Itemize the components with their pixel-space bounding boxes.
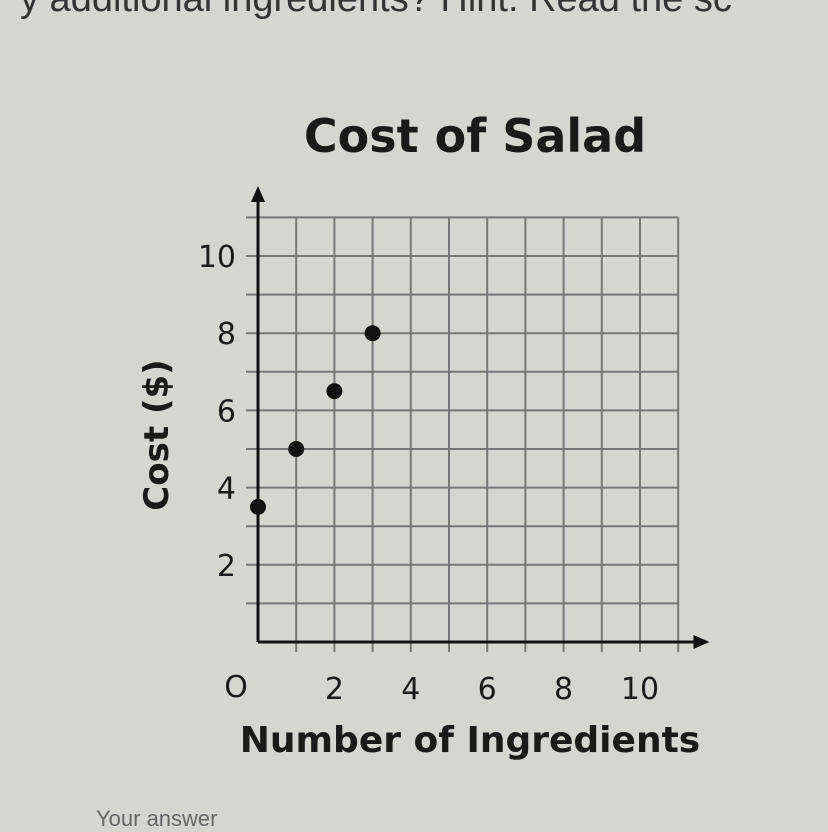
data-point [326,383,343,400]
x-tick-label: 8 [554,672,573,707]
axes [251,185,710,649]
y-axis-label: Cost ($) [137,359,177,510]
question-text: y additional ingredients? Hint: Read the… [20,0,732,21]
x-tick-label: 2 [325,672,344,707]
y-tick-label: 6 [217,394,236,429]
y-tick-label: 2 [217,549,236,584]
tick-labels: 2 4 6 8 10 2 4 6 8 10 [198,240,659,707]
grid [246,216,680,652]
answer-label: Your answer [96,806,218,831]
y-axis-arrow-icon [251,185,265,202]
data-point [364,325,381,342]
x-tick-label: 4 [401,672,420,707]
x-axis-arrow-icon [693,635,710,649]
y-tick-label: 10 [198,240,236,275]
x-axis-label: Number of Ingredients [240,720,700,761]
data-points [250,325,381,515]
x-tick-label: 6 [478,672,497,707]
x-tick-label: 10 [621,672,659,707]
origin-label: O [224,670,248,705]
chart-title: Cost of Salad [304,109,646,163]
y-tick-label: 4 [217,472,236,507]
data-point [288,441,305,457]
data-point [250,498,266,515]
y-tick-label: 8 [217,317,236,352]
